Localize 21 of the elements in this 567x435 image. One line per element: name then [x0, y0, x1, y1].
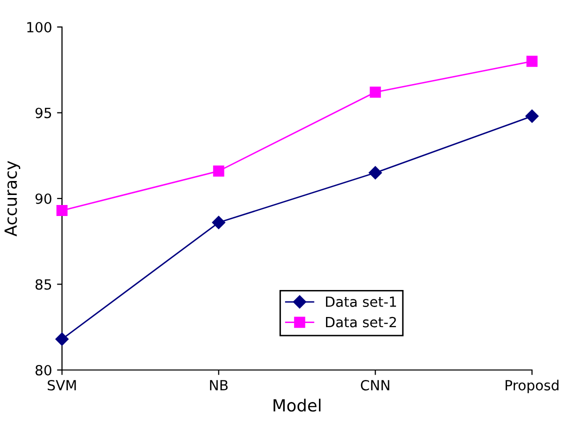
legend-label: Data set-2 [326, 316, 396, 328]
y-tick-label: 90 [35, 193, 52, 204]
point [368, 166, 382, 180]
point [526, 56, 538, 67]
y-axis-title: Accuracy [4, 160, 20, 236]
x-axis-title: Model [274, 398, 320, 412]
point [370, 86, 381, 98]
y-tick-label: 95 [35, 108, 52, 118]
point [56, 204, 68, 216]
legend-label: Data set-1 [326, 296, 396, 307]
x-tick-label: SVM [48, 380, 76, 390]
x-tick-label: CNN [360, 380, 390, 390]
point [212, 216, 226, 230]
point [525, 110, 539, 123]
x-tick-label: NB [210, 380, 228, 390]
point [55, 332, 69, 346]
y-tick-label: 100 [27, 22, 52, 32]
x-tick-label: Proposd [506, 380, 558, 394]
y-tick-label: 80 [36, 364, 52, 376]
y-tick-label: 85 [36, 279, 52, 290]
point [213, 166, 224, 177]
